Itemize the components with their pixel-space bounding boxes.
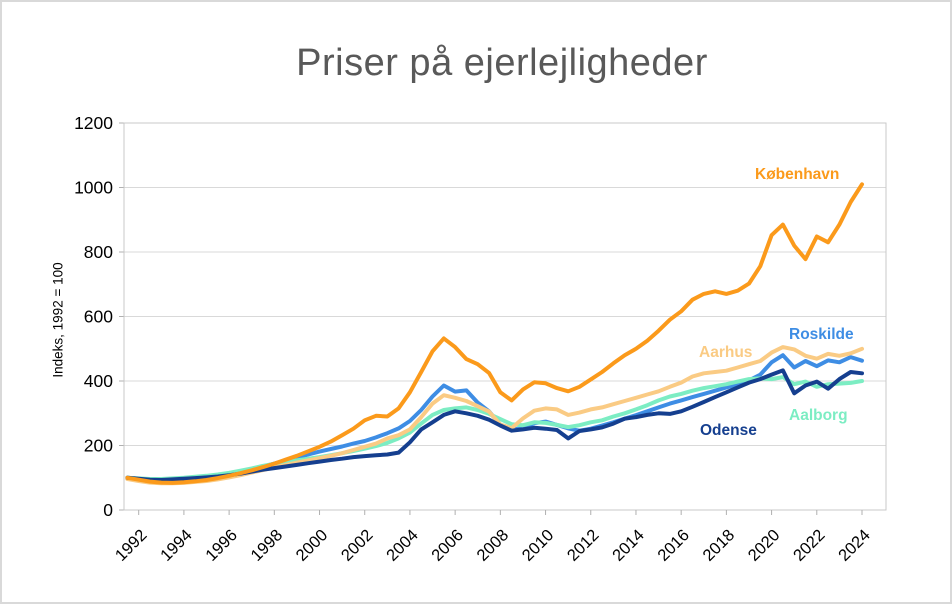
x-tick-label: 1996: [202, 526, 241, 565]
x-tick-label: 2000: [293, 526, 332, 565]
series-line-kbenhavn: [125, 182, 864, 485]
series-label-aarhus: Aarhus: [699, 344, 752, 361]
x-tick-label: 2024: [835, 526, 874, 565]
x-tick-label: 1992: [112, 526, 151, 565]
x-tick-label: 2020: [745, 526, 784, 565]
series-label-roskilde: Roskilde: [789, 326, 854, 343]
y-tick-label: 600: [84, 307, 113, 327]
x-tick-label: 2006: [428, 526, 467, 565]
x-tick-label: 2010: [519, 526, 558, 565]
series-label-aalborg: Aalborg: [789, 407, 848, 424]
x-tick-label: 1994: [157, 526, 196, 565]
y-tick-label: 800: [84, 242, 113, 262]
x-tick-label: 2022: [790, 526, 829, 565]
x-tick-label: 2002: [338, 526, 377, 565]
x-tick-label: 2014: [609, 526, 648, 565]
series-label-odense: Odense: [700, 422, 757, 439]
x-tick-label: 2012: [564, 526, 603, 565]
y-tick-label: 1000: [74, 178, 113, 198]
y-tick-label: 1200: [74, 113, 113, 133]
x-tick-label: 2004: [383, 526, 422, 565]
x-tick-label: 1998: [247, 526, 286, 565]
plot-frame: [123, 122, 887, 511]
series-label-kbenhavn: København: [755, 166, 839, 183]
y-tick-label: 200: [84, 436, 113, 456]
x-tick-label: 2008: [473, 526, 512, 565]
x-tick-label: 2018: [700, 526, 739, 565]
y-tick-label: 0: [103, 500, 113, 520]
x-tick-label: 2016: [654, 526, 693, 565]
chart-title: Priser på ejerlejligheder: [296, 42, 708, 84]
series-line-aarhus: [125, 345, 864, 486]
y-tick-label: 400: [84, 371, 113, 391]
